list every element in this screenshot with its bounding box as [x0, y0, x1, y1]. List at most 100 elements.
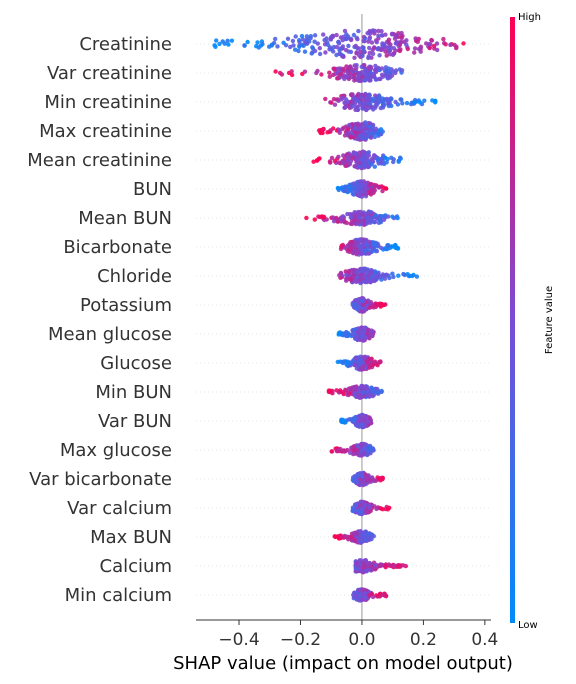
shap-point	[363, 191, 369, 196]
shap-point	[461, 41, 466, 46]
shap-point	[242, 43, 247, 48]
feature-row-points	[311, 149, 403, 171]
shap-point	[367, 445, 372, 450]
shap-point	[370, 566, 376, 571]
shap-point	[362, 36, 368, 41]
shap-point	[361, 49, 367, 54]
shap-point	[361, 338, 366, 343]
shap-point	[367, 92, 372, 98]
shap-point	[372, 164, 377, 169]
shap-point	[374, 156, 380, 161]
shap-point	[395, 215, 400, 221]
feature-label: Max creatinine	[39, 121, 172, 142]
shap-point	[312, 217, 317, 222]
shap-point	[441, 36, 446, 42]
shap-point	[339, 185, 344, 191]
shap-point	[396, 31, 401, 36]
shap-point	[370, 156, 375, 161]
shap-point	[400, 101, 405, 106]
shap-point	[396, 273, 401, 278]
shap-point	[362, 448, 367, 453]
shap-point	[359, 189, 364, 194]
feature-row-points	[351, 587, 389, 603]
shap-point	[399, 39, 404, 45]
shap-point	[328, 128, 333, 133]
shap-point	[390, 271, 395, 276]
shap-point	[339, 244, 344, 250]
shap-point	[412, 100, 417, 105]
shap-point	[356, 538, 361, 544]
feature-row-points	[332, 529, 376, 545]
shap-point	[360, 183, 365, 188]
shap-point	[386, 562, 392, 567]
shap-point	[367, 279, 373, 284]
shap-point	[382, 161, 387, 167]
shap-point	[316, 156, 321, 162]
shap-point	[336, 160, 342, 165]
shap-point	[352, 55, 357, 60]
shap-point	[331, 72, 336, 78]
colorbar-low-label: Low	[518, 620, 538, 631]
shap-point	[359, 503, 364, 508]
shap-point	[344, 362, 349, 367]
shap-point	[375, 46, 380, 52]
shap-point	[355, 269, 360, 275]
shap-point	[336, 332, 341, 337]
shap-point	[308, 36, 313, 41]
shap-point	[356, 444, 361, 449]
shap-point	[353, 532, 358, 537]
shap-point	[229, 38, 235, 43]
shap-point	[417, 100, 423, 105]
shap-point	[380, 104, 385, 109]
shap-point	[359, 246, 364, 251]
shap-point	[255, 40, 260, 45]
shap-point	[359, 334, 365, 339]
shap-point	[389, 32, 395, 37]
shap-point	[327, 159, 333, 164]
feature-label: Glucose	[100, 353, 172, 374]
shap-point	[410, 273, 415, 279]
feature-label: Chloride	[97, 266, 172, 287]
shap-point	[361, 389, 366, 395]
shap-point	[380, 188, 385, 194]
shap-point	[365, 129, 370, 135]
shap-point	[372, 219, 378, 225]
shap-point	[355, 123, 361, 128]
shap-point	[352, 63, 357, 68]
shap-point	[317, 51, 323, 57]
shap-point	[372, 242, 377, 247]
shap-point	[363, 120, 368, 125]
feature-row-points	[304, 209, 400, 227]
shap-point	[334, 388, 339, 393]
shap-point	[354, 51, 359, 56]
shap-point	[355, 37, 360, 42]
shap-point	[355, 330, 360, 335]
shap-point	[370, 475, 375, 480]
shap-point	[372, 278, 377, 284]
shap-point	[346, 34, 351, 39]
shap-point	[369, 275, 374, 280]
shap-point	[362, 563, 367, 568]
shap-point	[335, 359, 340, 365]
shap-point	[376, 100, 381, 105]
shap-point	[312, 48, 318, 54]
shap-point	[373, 213, 379, 218]
shap-point	[356, 509, 361, 514]
shap-point	[394, 40, 400, 46]
shap-point	[344, 329, 349, 335]
shap-point	[372, 478, 377, 484]
shap-point	[383, 155, 388, 160]
x-tick-label: 0.4	[471, 630, 498, 650]
shap-point	[349, 332, 355, 337]
shap-point	[357, 215, 363, 220]
feature-row-points	[335, 354, 383, 372]
shap-point	[381, 217, 387, 222]
shap-point	[364, 360, 370, 365]
shap-point	[360, 45, 365, 50]
shap-point	[378, 76, 383, 82]
shap-point	[312, 39, 317, 44]
feature-row-points	[273, 62, 405, 84]
feature-label: Max glucose	[60, 440, 172, 461]
shap-point	[367, 505, 373, 510]
shap-point	[380, 99, 385, 104]
